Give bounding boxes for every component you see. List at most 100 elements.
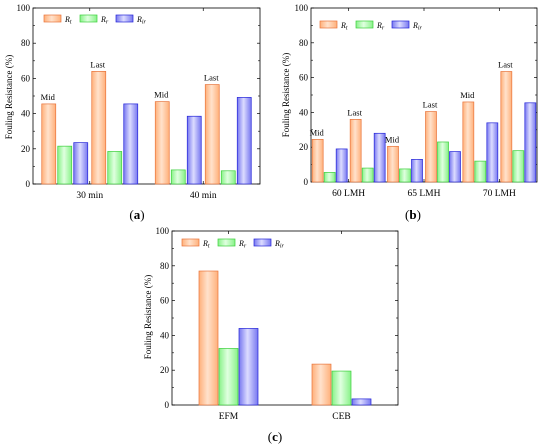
panel-b-tag: (b): [405, 207, 421, 222]
panel-a-plot-area: 0 20 40 60 80 100 30 min Mid Last 40 min Mid Last Rt…: [17, 3, 261, 201]
x-category-label: 60 LMH: [332, 189, 365, 199]
bar-annotation: Last: [204, 73, 219, 83]
x-category-label: 30 min: [76, 191, 103, 201]
legend-swatch-rt: [43, 14, 62, 23]
bar-rr: [331, 370, 352, 406]
bar-annotation: Mid: [460, 90, 475, 100]
panel-b-ylabel: Fouling Resistance (%): [281, 53, 291, 138]
x-category-label: EFM: [219, 412, 239, 422]
legend-label-rt: Rt: [64, 15, 72, 26]
legend-label-rr: Rr: [100, 15, 109, 26]
panel-b-plot-area: 0 20 40 60 80 100 60 LMH Mid Last 65 LMH Mid Last 70…: [295, 3, 538, 199]
bar-rt: [204, 84, 220, 185]
legend-label-rir: Rir: [412, 21, 423, 32]
panel-a-ylabel: Fouling Resistance (%): [4, 55, 14, 140]
legend-main: R: [412, 21, 418, 30]
legend-main: R: [202, 239, 208, 248]
bar-rr: [57, 145, 73, 185]
legend-label-rr: Rr: [376, 21, 385, 32]
y-tick-label: 60: [299, 73, 309, 83]
y-tick-label: 60: [160, 296, 170, 306]
bar-rir: [335, 148, 348, 183]
bar-annotation: Last: [423, 100, 438, 110]
x-category-label: CEB: [332, 412, 350, 422]
panel-a-tag-letter: a: [134, 207, 141, 222]
panel-c-ylabel: Fouling Resistance (%): [143, 275, 153, 360]
y-tick-label: 40: [21, 109, 31, 119]
legend-subscript: ir: [280, 244, 285, 250]
legend-main: R: [376, 21, 382, 30]
bar-rir: [486, 122, 499, 183]
legend-label-rt: Rt: [202, 239, 210, 250]
legend-subscript: ir: [418, 26, 423, 32]
bar-rt: [311, 139, 324, 183]
panel-c: Fouling Resistance (%) 0 20 40 60 80 100 EFM CE…: [143, 226, 399, 444]
legend-label-rir: Rir: [136, 15, 147, 26]
legend-subscript: r: [382, 26, 385, 32]
panel-c-tag-letter: c: [272, 429, 278, 444]
y-tick-label: 100: [156, 226, 170, 236]
bar-rr: [361, 167, 374, 183]
legend-main: R: [100, 15, 106, 24]
y-tick-label: 40: [160, 330, 170, 340]
x-category-label: 70 LMH: [483, 189, 516, 199]
y-tick-label: 100: [295, 3, 309, 13]
y-tick-label: 0: [165, 400, 170, 410]
bar-rir: [373, 132, 386, 183]
bar-rr: [512, 150, 525, 183]
bar-rt: [462, 101, 475, 183]
legend-subscript: r: [106, 20, 109, 26]
y-tick-label: 0: [26, 179, 31, 189]
bar-rir: [73, 142, 89, 185]
legend-swatch-rr: [217, 238, 236, 247]
bar-rt: [500, 71, 513, 183]
legend-swatch-rr: [355, 20, 374, 29]
legend-swatch-rt: [181, 238, 200, 247]
bar-rr: [399, 168, 411, 183]
y-tick-label: 80: [299, 38, 309, 48]
legend-swatch-rir: [115, 14, 134, 23]
x-category-label: 65 LMH: [408, 189, 441, 199]
panel-b-tag-letter: b: [409, 207, 416, 222]
bar-rr: [170, 169, 186, 185]
bar-rt: [387, 145, 399, 183]
bar-rr: [437, 141, 449, 183]
bar-rir: [411, 159, 423, 183]
bar-rir: [236, 97, 252, 185]
y-tick-label: 80: [21, 38, 31, 48]
legend-subscript: t: [70, 20, 72, 26]
panel-a-tag: (a): [129, 207, 144, 222]
y-tick-label: 40: [299, 107, 309, 117]
bar-rr: [323, 172, 336, 183]
legend-main: R: [340, 21, 346, 30]
y-tick-label: 20: [21, 144, 31, 154]
legend-label-rir: Rir: [274, 239, 285, 250]
bar-annotation: Mid: [41, 92, 56, 102]
bar-rir: [351, 398, 372, 406]
bar-rt: [41, 103, 57, 185]
y-tick-label: 20: [299, 142, 309, 152]
bar-rr: [218, 348, 239, 406]
bar-rir: [524, 102, 537, 183]
panel-b: Fouling Resistance (%) 0 20 40 60 80 100 60 LM…: [281, 3, 538, 222]
bar-rir: [186, 115, 202, 185]
bar-rr: [107, 151, 123, 185]
legend-swatch-rir: [391, 20, 410, 29]
bar-annotation: Last: [90, 59, 105, 69]
legend-main: R: [274, 239, 280, 248]
legend-main: R: [136, 15, 142, 24]
bar-rr: [474, 160, 487, 183]
bar-annotation: Mid: [385, 134, 400, 144]
bar-rt: [425, 111, 437, 183]
bar-rir: [123, 103, 139, 185]
legend-subscript: t: [208, 244, 210, 250]
bar-rt: [91, 71, 107, 185]
panel-a: Fouling Resistance (%) 0 20 40 60 80 100 30 mi…: [4, 3, 261, 222]
y-tick-label: 60: [21, 73, 31, 83]
legend-main: R: [64, 15, 70, 24]
legend-swatch-rir: [253, 238, 272, 247]
legend-label-rt: Rt: [340, 21, 348, 32]
bar-annotation: Last: [498, 60, 513, 70]
bar-annotation: Mid: [310, 127, 325, 137]
